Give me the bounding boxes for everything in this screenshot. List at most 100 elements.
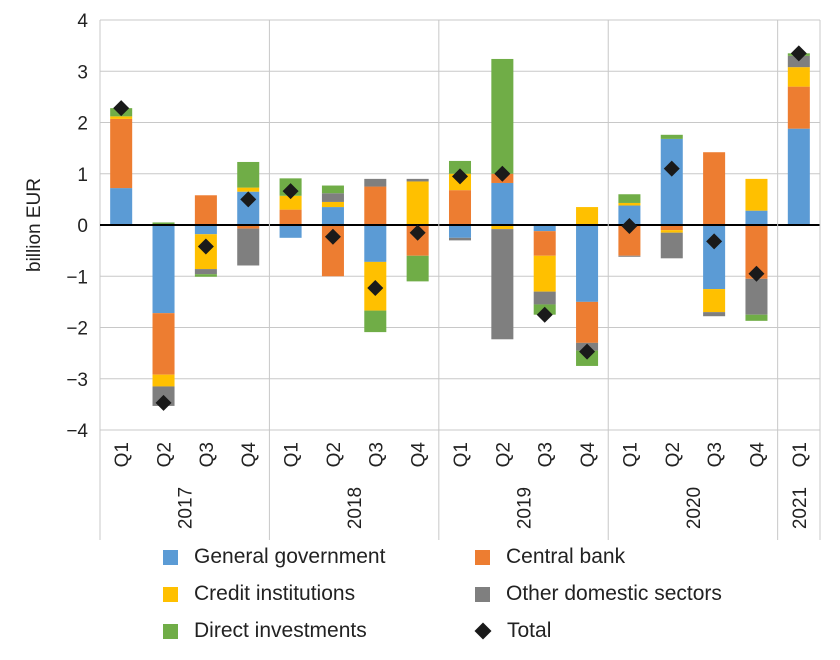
bar-segment bbox=[448, 237, 472, 241]
y-tick-label: −3 bbox=[66, 370, 88, 391]
bar-segment bbox=[321, 201, 344, 208]
bar-segment bbox=[660, 225, 683, 231]
bar-segment bbox=[406, 178, 429, 182]
y-tick-label: 4 bbox=[77, 11, 88, 32]
legend-label: Central bank bbox=[506, 545, 626, 568]
bar-segment bbox=[194, 195, 217, 225]
y-tick-label: 0 bbox=[77, 216, 88, 237]
total-marker bbox=[155, 394, 172, 411]
total-markers bbox=[113, 45, 807, 411]
bar-segment bbox=[533, 291, 556, 305]
total-marker bbox=[706, 233, 723, 250]
y-axis-ticks: 4 3 2 1 0 −1 −2 −3 −4 bbox=[66, 11, 88, 442]
x-group-label: 2017 bbox=[176, 487, 197, 529]
bar-segment bbox=[787, 67, 810, 87]
bar-segment bbox=[660, 230, 683, 233]
total-marker bbox=[536, 306, 553, 323]
legend-swatch bbox=[163, 623, 178, 639]
y-tick-label: 2 bbox=[77, 114, 88, 135]
bar-segment bbox=[703, 312, 726, 317]
bar-segment bbox=[364, 225, 387, 262]
bar-segment bbox=[152, 374, 175, 387]
bar-segment bbox=[491, 182, 514, 225]
bar-segment bbox=[152, 222, 175, 225]
bar-segment bbox=[787, 86, 810, 129]
total-marker bbox=[197, 238, 214, 255]
bar-segment bbox=[533, 225, 556, 232]
bar-segment bbox=[576, 301, 599, 343]
legend-label: Direct investments bbox=[194, 619, 367, 642]
bar-segment bbox=[110, 118, 133, 189]
legend-diamond-icon bbox=[474, 622, 492, 640]
bar-segment bbox=[618, 205, 641, 225]
legend-label: General government bbox=[194, 545, 386, 568]
bar-segment bbox=[364, 310, 387, 333]
bar-segment bbox=[745, 225, 768, 279]
x-tick-label: Q1 bbox=[620, 442, 641, 467]
bar-segment bbox=[194, 225, 217, 235]
legend-item: Credit institutions bbox=[163, 582, 355, 606]
legend-label: Total bbox=[507, 619, 552, 642]
total-marker bbox=[790, 45, 807, 62]
chart: 4 3 2 1 0 −1 −2 −3 −4 billion EUR Q1 Q2 Q3 Q4 Q1 Q2 Q3… bbox=[24, 11, 821, 540]
bar-segment bbox=[110, 116, 133, 119]
y-tick-label: −4 bbox=[66, 421, 88, 442]
x-tick-label: Q2 bbox=[155, 442, 176, 467]
total-marker bbox=[409, 224, 426, 241]
x-tick-label: Q4 bbox=[747, 442, 768, 468]
legend-item: Direct investments bbox=[163, 619, 367, 643]
legend-swatch bbox=[475, 549, 490, 565]
bar-segment bbox=[533, 255, 556, 292]
bar-segment bbox=[448, 160, 472, 174]
bar-segment bbox=[618, 225, 641, 256]
bar-segment bbox=[576, 207, 599, 225]
y-tick-label: 1 bbox=[77, 165, 88, 186]
bar-segment bbox=[364, 178, 387, 187]
y-axis-label: billion EUR bbox=[24, 178, 45, 272]
y-tick-label: 3 bbox=[77, 62, 88, 83]
bar-segment bbox=[491, 58, 514, 174]
bar-segment bbox=[194, 274, 217, 277]
total-marker bbox=[494, 165, 511, 182]
bar-segment bbox=[110, 188, 133, 225]
total-marker bbox=[748, 265, 765, 282]
bar-segment bbox=[279, 225, 302, 238]
legend-label: Credit institutions bbox=[194, 582, 356, 605]
x-group-label: 2021 bbox=[790, 487, 811, 529]
total-marker bbox=[452, 168, 468, 185]
bar-segment bbox=[152, 313, 175, 375]
bars bbox=[100, 53, 820, 406]
bar-segment bbox=[745, 278, 768, 315]
legend-item: Other domestic sectors bbox=[475, 582, 722, 606]
bar-segment bbox=[618, 202, 641, 206]
total-marker bbox=[240, 191, 257, 208]
bar-segment bbox=[279, 195, 302, 210]
bar-segment bbox=[448, 190, 472, 225]
total-marker bbox=[663, 160, 680, 177]
legend-item: General government bbox=[163, 545, 385, 569]
bar-segment bbox=[745, 314, 768, 321]
bar-segment bbox=[491, 225, 514, 230]
bar-segment bbox=[194, 269, 217, 275]
legend-item: Central bank bbox=[475, 545, 625, 569]
x-group-label: 2018 bbox=[345, 487, 366, 529]
bar-segment bbox=[448, 225, 472, 238]
x-tick-label: Q4 bbox=[578, 442, 599, 468]
y-tick-label: −2 bbox=[66, 319, 88, 340]
bar-segment bbox=[321, 185, 344, 194]
total-marker bbox=[367, 280, 384, 297]
bar-segment bbox=[745, 178, 768, 211]
legend-swatch bbox=[163, 549, 178, 565]
bar-segment bbox=[237, 225, 260, 229]
bar-segment bbox=[576, 225, 599, 302]
bar-segment bbox=[364, 186, 387, 225]
y-tick-label: −1 bbox=[66, 267, 88, 288]
bar-segment bbox=[279, 209, 302, 225]
total-marker bbox=[113, 100, 130, 117]
x-tick-label: Q4 bbox=[239, 442, 260, 468]
x-tick-label: Q2 bbox=[493, 442, 514, 467]
bar-segment bbox=[237, 161, 260, 188]
x-tick-label: Q1 bbox=[112, 442, 133, 467]
x-tick-label: Q1 bbox=[451, 442, 472, 467]
x-axis: Q1 Q2 Q3 Q4 Q1 Q2 Q3 Q4 Q1 Q2 Q3 Q4 Q1 Q2 Q3 Q4 Q1 2017 20… bbox=[99, 20, 821, 540]
